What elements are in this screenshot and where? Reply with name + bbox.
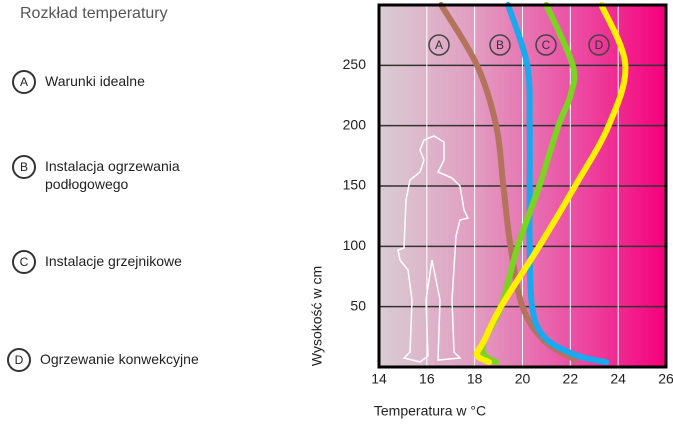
- legend-label: Ogrzewanie konwekcyjne: [40, 351, 199, 367]
- curve-marker-label: D: [595, 38, 604, 52]
- series-line: [505, 2, 610, 366]
- y-tick-label: 50: [350, 297, 366, 313]
- y-tick-label: 100: [343, 237, 367, 253]
- x-tick-label: 14: [371, 371, 387, 387]
- curve-marker-circle: [489, 34, 511, 56]
- y-tick-label: 200: [343, 116, 367, 132]
- legend-label: Warunki idealne: [45, 73, 145, 89]
- curve-marker-label: A: [435, 38, 443, 52]
- x-tick-label: 18: [467, 371, 483, 387]
- legend-marker: D: [7, 348, 31, 372]
- curve-marker-label: B: [496, 38, 504, 52]
- x-tick-label: 20: [515, 371, 531, 387]
- legend-marker: C: [12, 250, 36, 274]
- x-tick-label: 16: [419, 371, 435, 387]
- y-tick-label: 250: [343, 56, 367, 72]
- x-tick-label: 26: [658, 371, 673, 387]
- legend-label: Instalacja ogrzewania podłogowego: [45, 158, 180, 192]
- curve-marker-circle: [588, 34, 610, 56]
- chart-title: Rozkład temperatury: [20, 5, 168, 22]
- curve-marker-label: C: [542, 38, 551, 52]
- x-axis-label: Temperatura w °C: [374, 403, 486, 419]
- curve-marker-circle: [428, 34, 450, 56]
- x-tick-label: 24: [610, 371, 626, 387]
- x-tick-label: 22: [563, 371, 579, 387]
- legend-label: Instalacje grzejnikowe: [45, 253, 182, 269]
- plot-frame: [377, 3, 668, 369]
- y-tick-label: 150: [343, 177, 367, 193]
- curve-marker-circle: [535, 34, 557, 56]
- series-line: [473, 2, 629, 366]
- y-axis-label: Wysokość w cm: [309, 266, 325, 366]
- legend-marker: B: [12, 155, 36, 179]
- person-figure: [397, 135, 470, 363]
- legend-marker: A: [12, 70, 36, 94]
